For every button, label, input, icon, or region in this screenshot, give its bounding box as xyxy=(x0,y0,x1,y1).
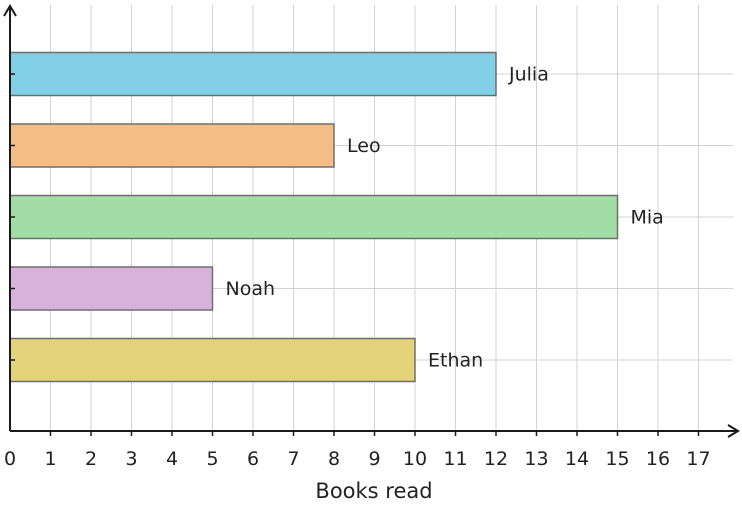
bar-noah xyxy=(9,266,214,311)
x-tick-label: 9 xyxy=(368,448,380,470)
x-tick-label: 5 xyxy=(206,448,218,470)
bars xyxy=(9,51,619,383)
bar-ethan xyxy=(9,337,416,383)
x-tick-label: 13 xyxy=(524,448,548,470)
x-tick-label: 8 xyxy=(328,448,340,470)
x-tick-label: 7 xyxy=(287,448,299,470)
bar-leo xyxy=(9,123,335,168)
x-tick-label: 17 xyxy=(686,448,710,470)
x-tick-label: 16 xyxy=(646,448,670,470)
x-tick-label: 4 xyxy=(166,448,178,470)
x-tick-label: 12 xyxy=(484,448,508,470)
bar-label-mia: Mia xyxy=(631,207,664,229)
x-tick-label: 6 xyxy=(247,448,259,470)
bar-label-julia: Julia xyxy=(508,64,549,86)
x-tick-label: 0 xyxy=(4,448,16,470)
bar-labels: Julia Leo Mia Noah Ethan xyxy=(226,64,664,372)
x-tick-label: 10 xyxy=(403,448,427,470)
x-tick-label: 3 xyxy=(125,448,137,470)
bar-label-leo: Leo xyxy=(347,135,381,157)
bar-label-noah: Noah xyxy=(226,278,276,300)
x-tick-label: 2 xyxy=(85,448,97,470)
x-tick-label: 15 xyxy=(605,448,629,470)
x-axis-title: Books read xyxy=(315,479,432,503)
bar-mia xyxy=(9,194,619,240)
y-axis-arrow-icon xyxy=(3,4,17,17)
x-axis-ticks: 0 1 2 3 4 5 6 7 8 9 10 11 12 13 14 15 16 17 xyxy=(4,73,711,470)
x-tick-label: 1 xyxy=(44,448,56,470)
bar-label-ethan: Ethan xyxy=(428,350,483,372)
x-tick-label: 11 xyxy=(443,448,467,470)
x-axis-arrow-icon xyxy=(727,424,740,438)
bar-julia xyxy=(9,51,497,97)
x-tick-label: 14 xyxy=(565,448,589,470)
